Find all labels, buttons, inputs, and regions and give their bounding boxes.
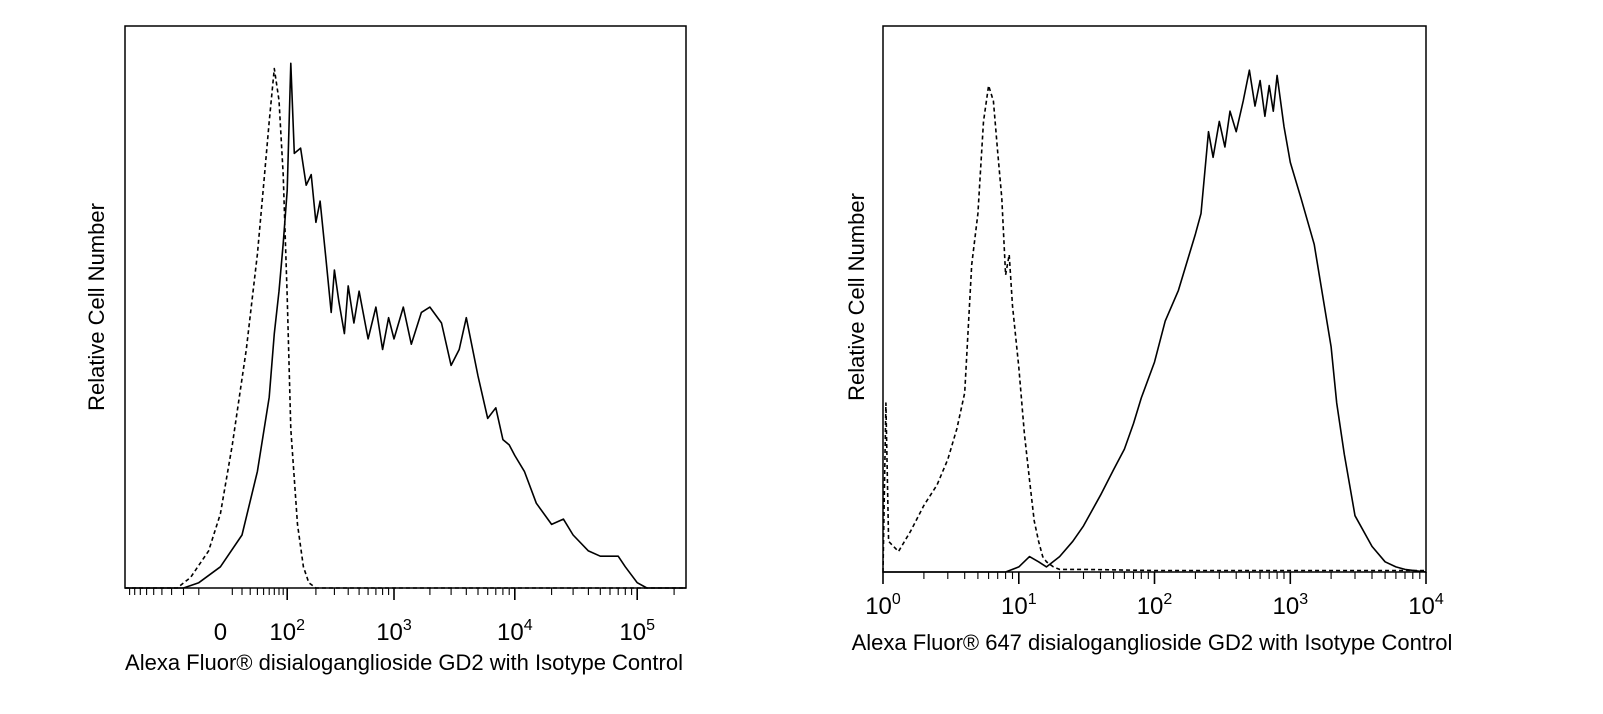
plot-frame [124, 25, 687, 589]
histogram-panel-right: 100 101 102 103 104 Relative Cell Number Ale… [844, 25, 1453, 655]
x-tick-label: 103 [376, 617, 412, 646]
x-tick-label: 102 [1137, 591, 1173, 620]
x-axis-tick-labels: 100 101 102 103 104 [865, 591, 1444, 620]
series-layer [125, 62, 686, 589]
x-tick-label: 103 [1272, 591, 1308, 620]
histogram-panel-left: 0 102 103 104 105 Relative Cell Number Alexa… [84, 25, 687, 675]
isotype-control-histogram-line [125, 67, 686, 589]
y-axis-title: Relative Cell Number [844, 193, 869, 401]
x-axis-title: Alexa Fluor® disialoganglioside GD2 with… [125, 650, 683, 675]
x-axis-title: Alexa Fluor® 647 disialoganglioside GD2 … [852, 630, 1453, 655]
x-tick-label: 102 [269, 617, 305, 646]
isotype-control-histogram-line [882, 84, 1426, 573]
x-axis-tick-labels: 0 102 103 104 105 [214, 617, 655, 646]
x-axis-ticks [882, 572, 1427, 584]
plot-frame [882, 25, 1427, 573]
gd2-stained-histogram-line [883, 69, 1427, 573]
x-tick-label: 104 [1408, 591, 1444, 620]
series-layer [882, 69, 1427, 573]
x-tick-label: 105 [619, 617, 655, 646]
y-axis-title: Relative Cell Number [84, 203, 109, 411]
x-tick-label: 101 [1001, 591, 1037, 620]
x-tick-label: 0 [214, 619, 227, 646]
x-tick-label: 100 [865, 591, 901, 620]
gd2-stained-histogram-line [125, 62, 686, 589]
x-axis-ticks [129, 588, 675, 600]
x-tick-label: 104 [497, 617, 533, 646]
